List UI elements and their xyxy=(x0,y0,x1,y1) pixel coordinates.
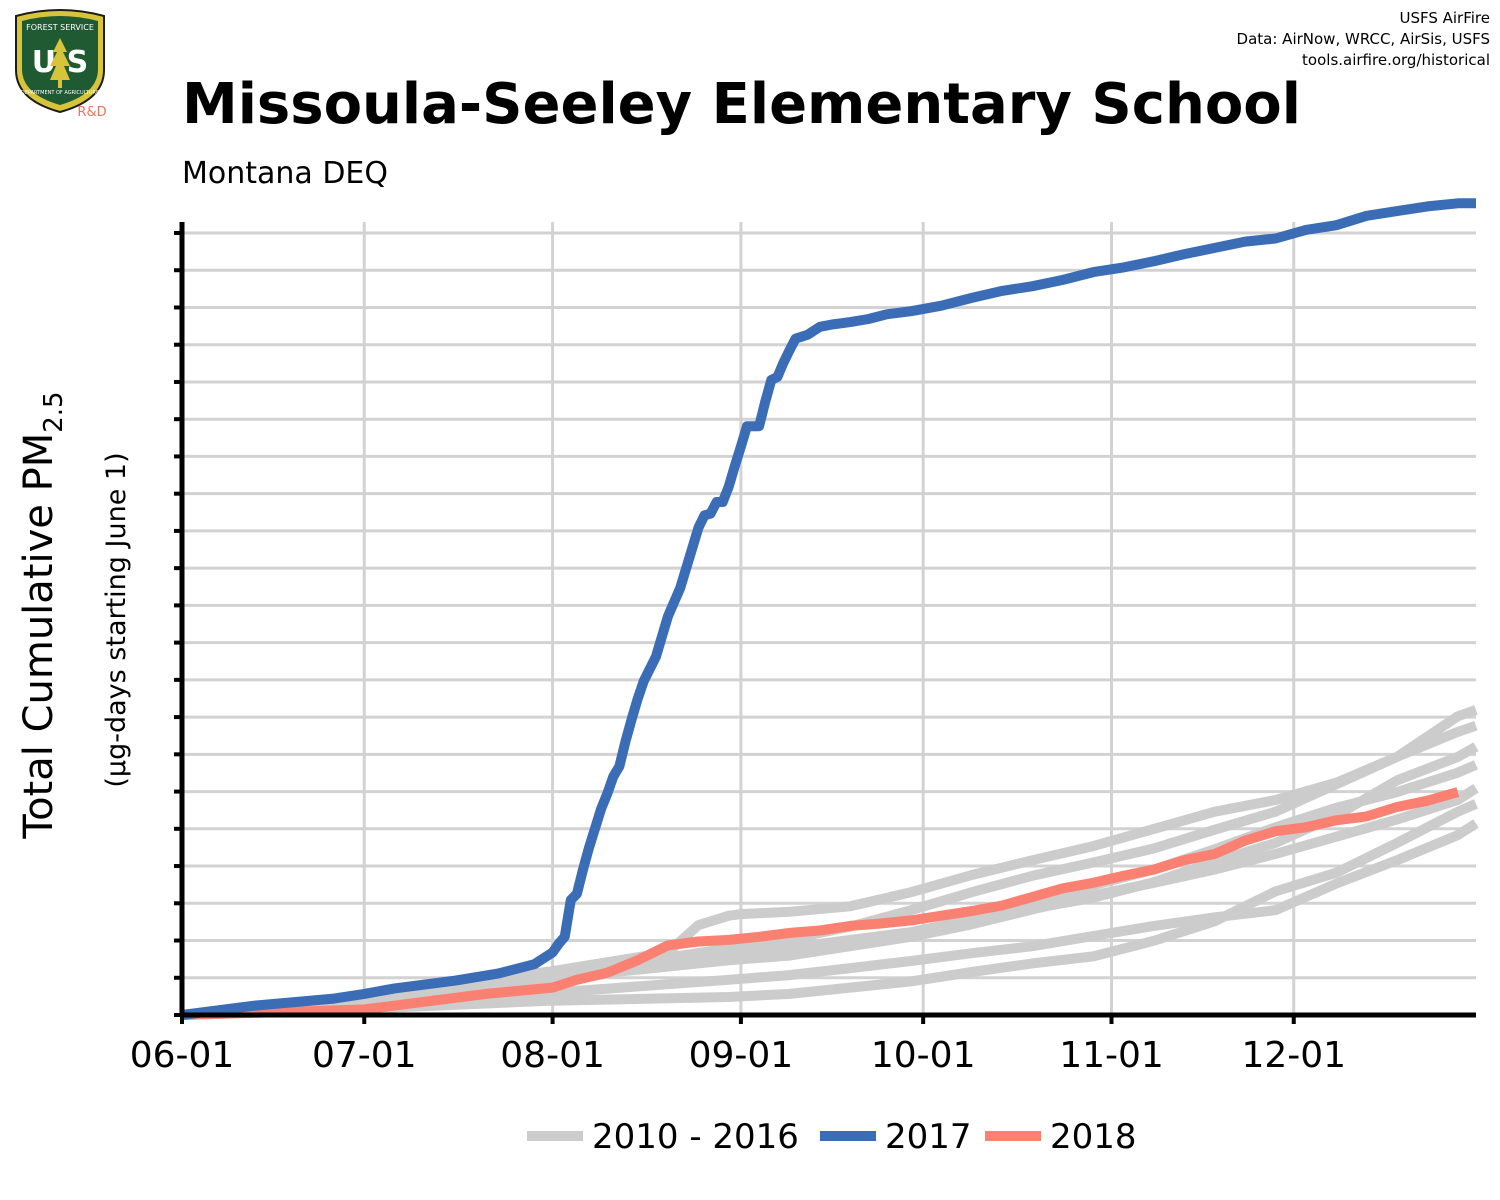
legend: 2010 - 2016 2017 2018 xyxy=(527,1117,1137,1157)
chart-title: Missoula-Seeley Elementary School xyxy=(182,72,1301,137)
x-tick-label: 11-01 xyxy=(1059,1035,1164,1076)
series-lines xyxy=(181,198,1479,1020)
y-axis-title: Total Cumulative PM2.5 xyxy=(16,391,69,839)
y-axis-units: (µg-days starting June 1) xyxy=(101,452,132,787)
tree-icon xyxy=(50,38,70,88)
x-tick-labels: 06-01 07-01 08-01 09-01 10-01 11-01 12-01 xyxy=(130,1035,1346,1076)
credit-line: tools.airfire.org/historical xyxy=(1302,51,1490,69)
usfs-logo: FOREST SERVICE U S DEPARTMENT OF AGRICUL… xyxy=(15,9,107,120)
x-tick-label: 06-01 xyxy=(130,1035,235,1076)
legend-label: 2018 xyxy=(1050,1117,1137,1157)
logo-bottom-text: DEPARTMENT OF AGRICULTURE xyxy=(21,90,99,96)
x-tick-label: 07-01 xyxy=(312,1035,417,1076)
x-tick-label: 08-01 xyxy=(500,1035,605,1076)
series-line-historical xyxy=(181,799,1478,1020)
credit-line: USFS AirFire xyxy=(1399,9,1490,27)
logo-top-text: FOREST SERVICE xyxy=(26,23,94,32)
series-line-2018 xyxy=(181,787,1460,1020)
y-axis-title-subscript: 2.5 xyxy=(39,391,69,432)
chart-subtitle: Montana DEQ xyxy=(182,156,389,191)
credits: USFS AirFire Data: AirNow, WRCC, AirSis,… xyxy=(1237,8,1490,71)
legend-label: 2017 xyxy=(885,1117,972,1157)
series-line-historical xyxy=(181,819,1479,1020)
credit-line: Data: AirNow, WRCC, AirSis, USFS xyxy=(1236,30,1490,48)
legend-label: 2010 - 2016 xyxy=(592,1117,799,1157)
logo-rd-tag: R&D xyxy=(77,105,106,120)
y-axis-title-main: Total Cumulative PM xyxy=(16,433,62,840)
axes xyxy=(174,222,1476,1024)
x-tick-label: 09-01 xyxy=(689,1035,794,1076)
x-tick-label: 12-01 xyxy=(1241,1035,1346,1076)
grid xyxy=(180,222,1476,1017)
series-line-2017 xyxy=(181,198,1476,1020)
x-tick-label: 10-01 xyxy=(871,1035,976,1076)
series-line-historical xyxy=(181,784,1479,1020)
